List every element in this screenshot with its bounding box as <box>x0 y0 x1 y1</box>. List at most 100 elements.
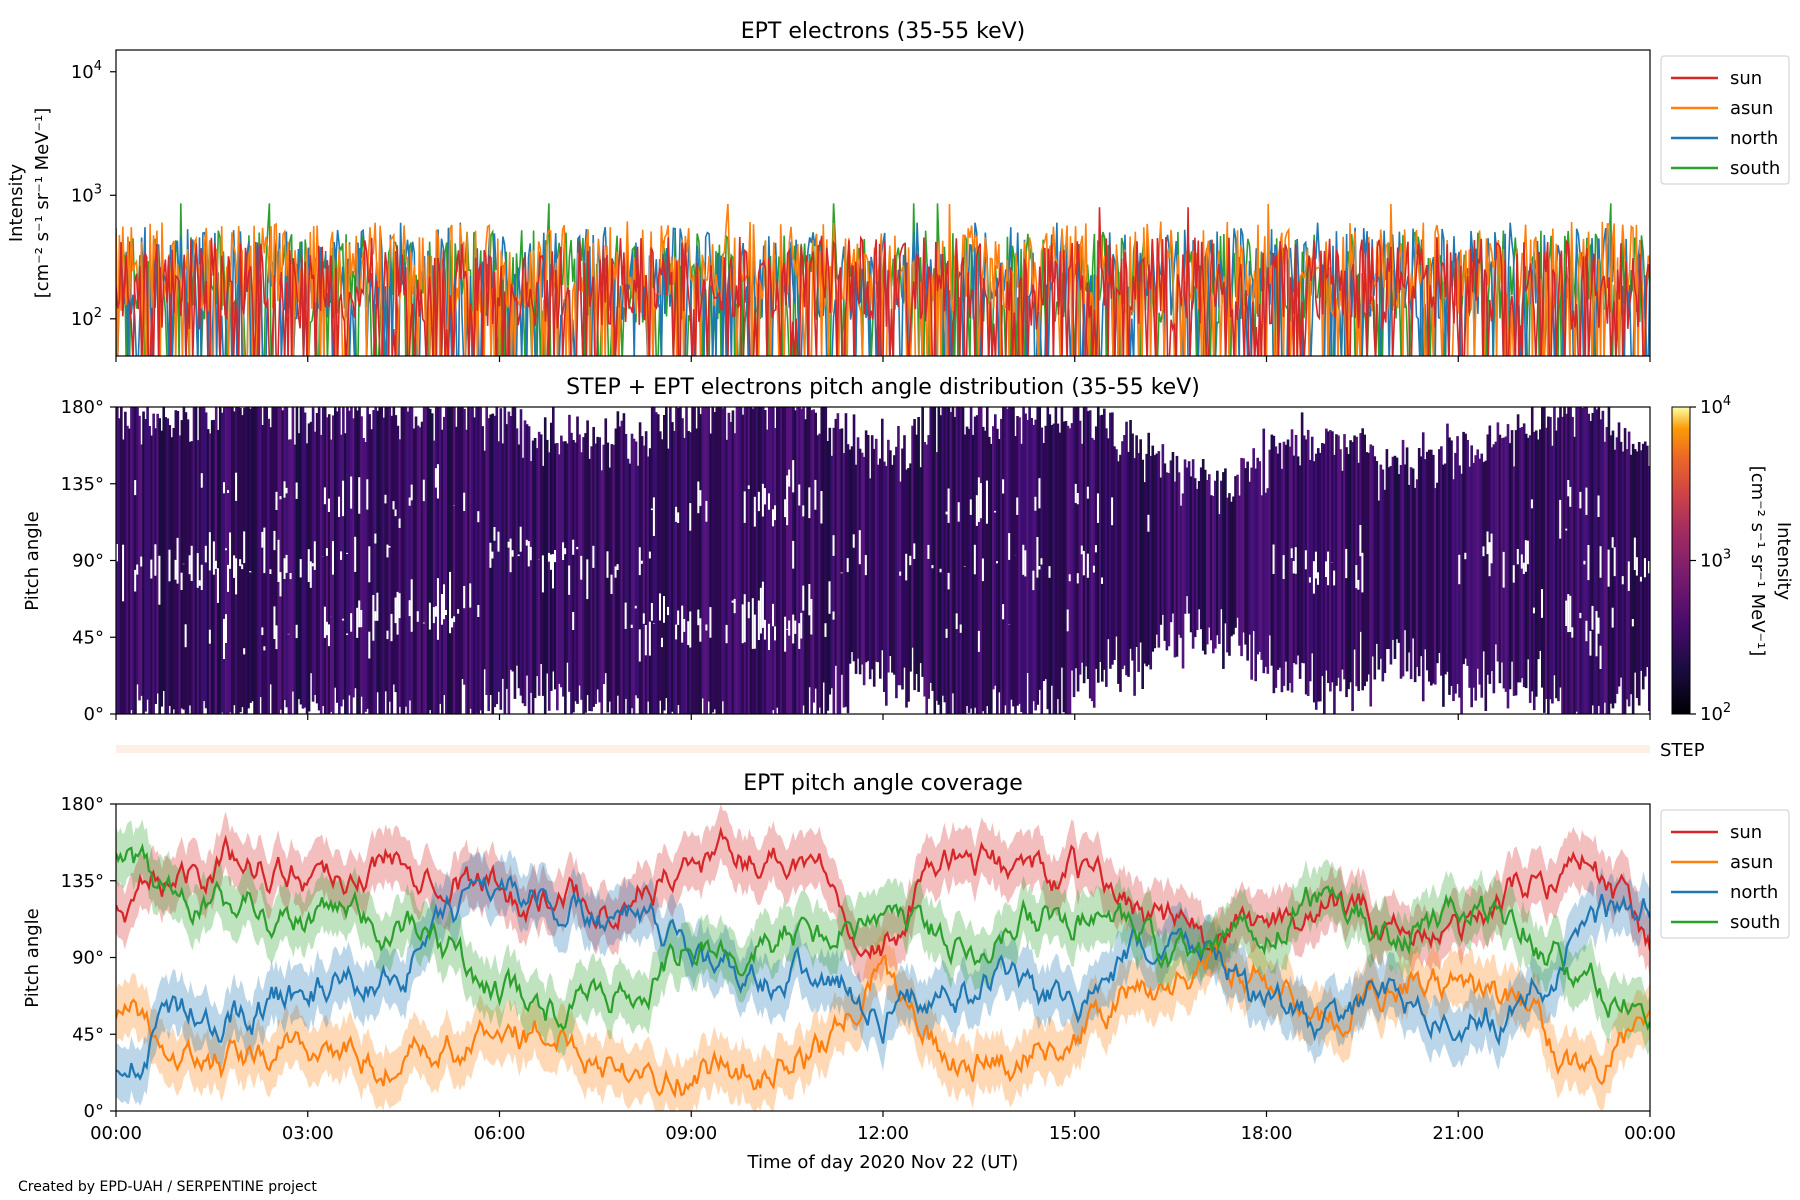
heatmap-gap <box>1585 620 1589 642</box>
heatmap-column <box>1149 455 1153 670</box>
heatmap-column <box>778 407 781 714</box>
heatmap-column <box>1127 451 1130 677</box>
heatmap-gap <box>198 580 202 586</box>
heatmap-column <box>485 407 488 695</box>
heatmap-gap <box>285 487 289 494</box>
heatmap-gap <box>572 539 575 555</box>
heatmap-column <box>483 450 486 670</box>
heatmap-gap <box>1599 645 1603 669</box>
heatmap-column <box>404 407 408 707</box>
heatmap-column <box>1078 420 1082 675</box>
heatmap-column <box>654 412 658 714</box>
heatmap-column <box>574 442 577 702</box>
heatmap-column <box>539 434 543 664</box>
heatmap-column <box>515 428 519 666</box>
heatmap-column <box>1161 444 1165 615</box>
heatmap-gap <box>180 572 184 590</box>
heatmap-column <box>279 407 283 710</box>
heatmap-column <box>267 418 270 714</box>
heatmap-column <box>991 426 995 690</box>
heatmap-gap <box>1611 537 1615 548</box>
heatmap-gap <box>529 546 533 561</box>
heatmap-column <box>1224 468 1227 624</box>
heatmap-column <box>1321 443 1324 677</box>
heatmap-column <box>824 407 828 714</box>
heatmap-gap <box>1308 577 1312 583</box>
heatmap-column <box>1575 407 1578 712</box>
heatmap-column <box>996 428 999 714</box>
heatmap-column <box>1155 453 1159 635</box>
heatmap-column <box>1623 428 1627 714</box>
heatmap-gap <box>947 572 951 590</box>
heatmap-column <box>297 433 301 700</box>
heatmap-gap <box>981 558 985 582</box>
heatmap-column <box>836 413 840 714</box>
heatmap-column <box>1153 455 1157 649</box>
heatmap-gap <box>445 610 448 615</box>
heatmap-column <box>265 407 268 714</box>
heatmap-column <box>247 407 250 709</box>
heatmap-column <box>329 439 333 712</box>
heatmap-gap <box>610 574 614 594</box>
heatmap-column <box>245 407 248 714</box>
heatmap-column <box>673 430 676 714</box>
heatmap-gap <box>774 505 777 521</box>
heatmap-column <box>1185 467 1189 597</box>
heatmap-gap <box>784 499 787 518</box>
colorbar-tick-label: 103 <box>1700 548 1731 572</box>
heatmap-column <box>1329 430 1332 692</box>
heatmap-gap <box>642 613 646 624</box>
heatmap-gap <box>398 518 402 528</box>
heatmap-column <box>1209 495 1213 641</box>
heatmap-column <box>1218 514 1221 644</box>
legend-label-north: north <box>1730 128 1778 149</box>
heatmap-column <box>1088 410 1092 699</box>
heatmap-column <box>878 458 882 679</box>
heatmap-column <box>1066 425 1070 714</box>
heatmap-gap <box>1312 561 1316 594</box>
heatmap-column <box>251 407 254 702</box>
heatmap-gap <box>810 599 813 635</box>
heatmap-gap <box>1583 560 1587 565</box>
heatmap-column <box>493 415 497 708</box>
heatmap-gap <box>1345 548 1348 579</box>
heatmap-gap <box>913 543 916 559</box>
heatmap-gap <box>1627 561 1631 591</box>
heatmap-column <box>511 407 515 672</box>
heatmap-column <box>693 407 696 714</box>
heatmap-column <box>1121 441 1124 670</box>
heatmap-column <box>1591 412 1595 706</box>
heatmap-column <box>576 416 579 704</box>
heatmap-column <box>1197 481 1201 610</box>
heatmap-column <box>1351 441 1354 712</box>
heatmap-gap <box>136 564 139 575</box>
heatmap-column <box>210 420 214 714</box>
heatmap-gap <box>432 607 436 624</box>
heatmap-gap <box>788 469 791 487</box>
heatmap-column <box>1549 417 1552 700</box>
heatmap-column <box>1119 454 1122 692</box>
heatmap-column <box>1563 407 1566 714</box>
heatmap-column <box>1444 463 1447 675</box>
heatmap-gap <box>1002 479 1005 494</box>
heatmap-column <box>394 415 398 693</box>
heatmap-column <box>989 443 993 714</box>
heatmap-gap <box>154 544 157 576</box>
heatmap-column <box>386 407 390 714</box>
heatmap-gap <box>434 468 438 488</box>
heatmap-gap <box>408 497 412 506</box>
heatmap-column <box>1603 441 1607 703</box>
heatmap-column <box>1179 505 1183 638</box>
y-tick-label: 90° <box>72 551 104 572</box>
heatmap-gap <box>273 530 277 551</box>
heatmap-column <box>1377 500 1381 670</box>
heatmap-column <box>782 407 785 714</box>
panel4-title: EPT pitch angle coverage <box>743 771 1023 796</box>
heatmap-column <box>955 407 959 714</box>
heatmap-column <box>689 432 692 714</box>
heatmap-gap <box>340 551 343 560</box>
heatmap-gap <box>140 556 143 567</box>
heatmap-column <box>372 410 375 714</box>
heatmap-gap <box>786 475 789 526</box>
heatmap-gap <box>386 544 390 558</box>
